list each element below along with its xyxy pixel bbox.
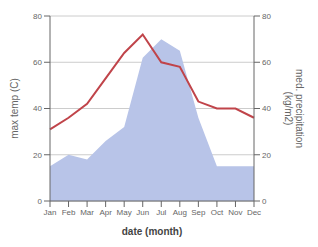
svg-text:60: 60 [262,58,271,67]
svg-text:med. precipitation(kg/m2): med. precipitation(kg/m2) [283,69,305,148]
svg-text:Feb: Feb [62,208,76,217]
svg-text:Sep: Sep [191,208,206,217]
svg-text:max temp (C): max temp (C) [9,78,20,139]
svg-text:Oct: Oct [211,208,224,217]
svg-text:date (month): date (month) [122,226,183,237]
svg-text:Nov: Nov [228,208,242,217]
svg-text:80: 80 [262,12,271,21]
svg-text:May: May [117,208,132,217]
svg-text:Dec: Dec [247,208,261,217]
svg-text:Jun: Jun [136,208,149,217]
svg-text:20: 20 [33,151,42,160]
svg-text:40: 40 [262,104,271,113]
svg-text:0: 0 [38,197,43,206]
svg-text:Apr: Apr [99,208,112,217]
svg-text:40: 40 [33,104,42,113]
svg-text:0: 0 [262,197,267,206]
svg-text:20: 20 [262,151,271,160]
svg-text:Aug: Aug [173,208,187,217]
svg-text:Jul: Jul [156,208,166,217]
svg-text:60: 60 [33,58,42,67]
svg-text:Mar: Mar [80,208,94,217]
svg-text:80: 80 [33,12,42,21]
svg-text:Jan: Jan [44,208,57,217]
